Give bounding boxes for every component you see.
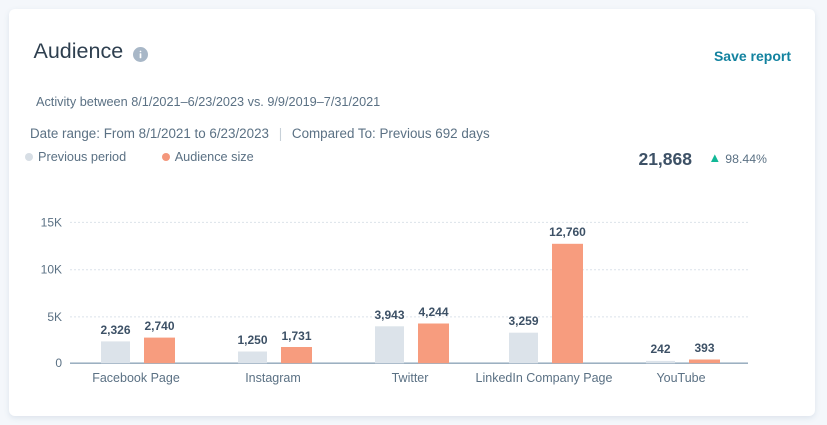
svg-text:YouTube: YouTube — [656, 371, 705, 385]
svg-text:2,326: 2,326 — [100, 323, 130, 337]
svg-text:LinkedIn Company Page: LinkedIn Company Page — [476, 371, 613, 385]
svg-text:10K: 10K — [41, 263, 62, 277]
svg-text:4,244: 4,244 — [418, 305, 448, 319]
svg-text:Instagram: Instagram — [245, 371, 301, 385]
svg-text:3,943: 3,943 — [374, 308, 404, 322]
svg-text:2,740: 2,740 — [144, 319, 174, 333]
svg-text:393: 393 — [694, 341, 714, 355]
svg-text:0: 0 — [55, 356, 62, 370]
svg-text:3,259: 3,259 — [508, 314, 538, 328]
svg-text:Twitter: Twitter — [392, 371, 429, 385]
svg-text:15K: 15K — [41, 215, 62, 229]
svg-text:1,731: 1,731 — [281, 329, 311, 343]
svg-text:Facebook Page: Facebook Page — [92, 371, 180, 385]
svg-text:12,760: 12,760 — [549, 225, 586, 239]
svg-text:242: 242 — [650, 342, 670, 356]
svg-text:5K: 5K — [47, 310, 62, 324]
svg-text:1,250: 1,250 — [237, 333, 267, 347]
